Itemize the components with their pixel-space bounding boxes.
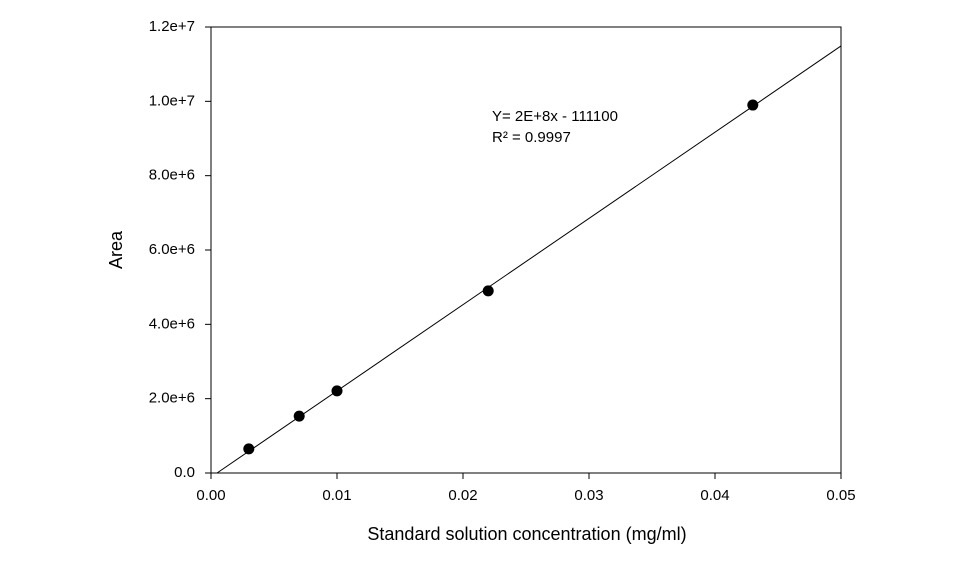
- x-tick-label: 0.05: [826, 487, 855, 504]
- y-tick-label: 6.0e+6: [149, 241, 195, 258]
- y-tick-label: 4.0e+6: [149, 315, 195, 332]
- x-tick-label: 0.00: [196, 487, 225, 504]
- x-tick-label: 0.03: [574, 487, 603, 504]
- x-tick-label: 0.01: [322, 487, 351, 504]
- data-point: [243, 443, 255, 455]
- y-axis-title: Area: [106, 230, 126, 269]
- data-point: [747, 99, 759, 111]
- x-tick-label: 0.02: [448, 487, 477, 504]
- data-point: [331, 385, 343, 397]
- y-tick-label: 1.2e+7: [149, 18, 195, 35]
- plot-frame: [210, 26, 842, 474]
- fit-line: [216, 45, 842, 474]
- y-tick-label: 0.0: [174, 464, 195, 481]
- y-tick-label: 1.0e+7: [149, 92, 195, 109]
- data-point: [482, 285, 494, 297]
- data-point: [293, 410, 305, 422]
- y-tick-label: 8.0e+6: [149, 167, 195, 184]
- x-axis-title: Standard solution concentration (mg/ml): [367, 524, 686, 544]
- y-tick-label: 2.0e+6: [149, 390, 195, 407]
- annotation: R² = 0.9997: [492, 129, 571, 146]
- x-tick-label: 0.04: [700, 487, 729, 504]
- annotation: Y= 2E+8x - 111100: [492, 108, 618, 125]
